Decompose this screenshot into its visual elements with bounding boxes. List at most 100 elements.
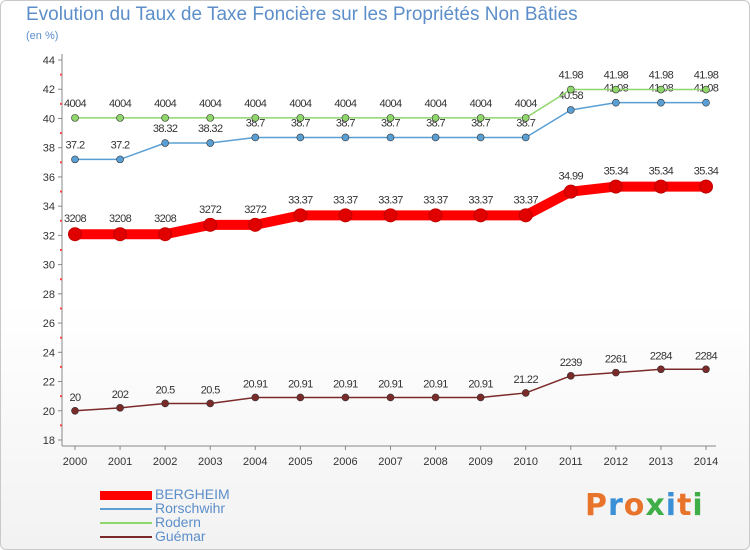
data-label: 38.7 (246, 117, 265, 129)
legend-label: Guémar (155, 528, 206, 544)
logo-letter: i (665, 488, 678, 523)
y-axis-unit: (en %) (26, 30, 59, 42)
y-tick-label: 20 (43, 406, 55, 418)
data-label: 41.98 (559, 70, 584, 82)
data-point (71, 114, 79, 122)
data-point (68, 227, 82, 242)
data-label: 4004 (244, 98, 267, 110)
data-label: 4004 (289, 98, 312, 110)
x-tick-label: 2001 (108, 456, 132, 468)
series-bergheim: 3208 3208 3208 3272 3272 33.37 33.37 33.37 33.37… (64, 166, 719, 242)
data-label: 4004 (199, 98, 222, 110)
data-point (296, 114, 305, 122)
data-label: 35.34 (649, 166, 674, 178)
data-point (476, 133, 485, 142)
data-label: 2284 (695, 350, 718, 362)
data-label: 33.37 (378, 194, 403, 206)
x-tick-label: 2014 (694, 456, 718, 468)
x-tick-label: 2007 (378, 456, 402, 468)
y-tick-label: 38 (43, 143, 55, 155)
data-point (476, 393, 485, 402)
data-label: 202 (112, 389, 129, 401)
data-point (521, 389, 530, 397)
y-tick-label: 24 (43, 347, 55, 359)
legend-swatch (100, 508, 152, 510)
data-label: 33.37 (513, 194, 538, 206)
data-point (612, 85, 620, 94)
data-point (702, 85, 710, 94)
data-point (612, 98, 620, 107)
data-point (338, 208, 353, 223)
data-point (251, 393, 260, 402)
data-point (653, 179, 668, 194)
logo-letter: i (692, 488, 704, 523)
y-tick-label: 22 (43, 377, 55, 389)
y-minor-tick (60, 161, 62, 164)
data-label: 3272 (244, 204, 267, 216)
data-point (206, 139, 215, 147)
data-label: 20 (69, 392, 81, 404)
data-point (657, 365, 665, 374)
data-point (386, 133, 395, 142)
y-minor-tick (60, 102, 62, 105)
data-label: 2261 (605, 354, 628, 366)
x-tick-label: 2013 (649, 456, 673, 468)
data-point (251, 114, 260, 122)
data-point (476, 114, 485, 122)
x-tick-label: 2004 (243, 456, 267, 468)
data-point (71, 406, 79, 415)
data-point (699, 179, 713, 194)
series-rodern: 4004 4004 4004 4004 4004 4004 4004 4004 4004 4004… (64, 70, 719, 122)
data-label: 33.37 (423, 194, 448, 206)
data-point (612, 368, 620, 377)
data-label: 20.91 (288, 378, 313, 390)
data-label: 4004 (425, 98, 448, 110)
x-tick-label: 2009 (468, 456, 492, 468)
data-label: 33.37 (468, 194, 493, 206)
data-point (563, 184, 578, 199)
y-minor-tick (60, 365, 62, 368)
data-label: 4004 (109, 98, 132, 110)
data-point (203, 217, 218, 232)
data-point (116, 404, 124, 412)
data-label: 38.7 (336, 117, 355, 129)
data-point (702, 98, 710, 107)
y-tick-label: 42 (43, 84, 55, 96)
logo-letter: P (585, 488, 608, 523)
data-point (566, 372, 575, 380)
logo-letter: t (677, 488, 693, 523)
data-point (293, 208, 308, 223)
legend-label: BERGHEIM (155, 486, 230, 502)
legend-label: Rorschwihr (155, 500, 226, 516)
data-label: 20.5 (201, 384, 220, 396)
y-tick-label: 40 (43, 113, 55, 125)
data-point (341, 393, 350, 402)
data-point (116, 155, 124, 164)
data-label: 3208 (64, 213, 87, 225)
y-minor-tick (60, 219, 62, 222)
y-minor-tick (60, 190, 62, 193)
x-tick-label: 2000 (63, 456, 87, 468)
data-point (158, 227, 173, 242)
data-label: 20.91 (333, 378, 358, 390)
data-label: 33.37 (288, 194, 313, 206)
y-minor-tick (60, 132, 62, 135)
data-label: 38.7 (471, 117, 490, 129)
y-tick-label: 32 (43, 230, 55, 242)
logo-letter: r (608, 488, 624, 523)
x-tick-label: 2012 (604, 456, 628, 468)
data-label: 21.22 (513, 374, 538, 386)
data-label: 4004 (379, 98, 402, 110)
data-label: 33.37 (333, 194, 358, 206)
legend-swatch (100, 536, 152, 538)
chart-title: Evolution du Taux de Taxe Foncière sur l… (26, 4, 578, 25)
data-label: 4004 (470, 98, 493, 110)
data-point (161, 399, 169, 408)
x-tick-label: 2006 (333, 456, 357, 468)
y-tick-label: 18 (43, 435, 55, 447)
data-label: 35.34 (604, 166, 629, 178)
data-label: 20.5 (156, 384, 175, 396)
data-label: 20.91 (468, 378, 493, 390)
